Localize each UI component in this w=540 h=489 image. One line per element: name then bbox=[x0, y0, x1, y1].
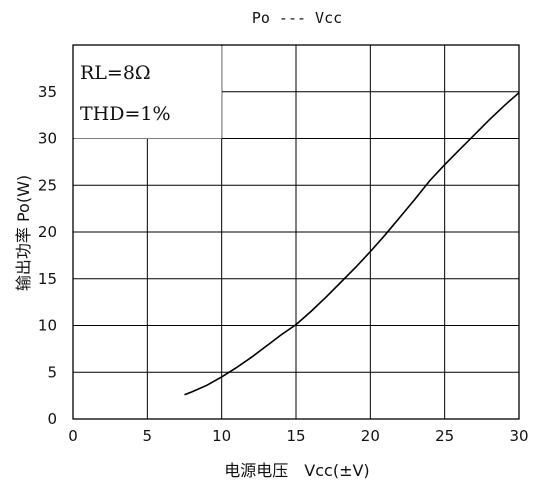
annotation-box bbox=[74, 46, 222, 139]
x-tick-label: 30 bbox=[509, 427, 528, 445]
x-tick-label: 15 bbox=[286, 427, 305, 445]
plot-border bbox=[72, 44, 520, 420]
x-tick-label: 10 bbox=[212, 427, 231, 445]
x-tick-label: 20 bbox=[361, 427, 380, 445]
y-tick-label: 10 bbox=[38, 317, 57, 335]
y-tick-label: 0 bbox=[47, 410, 57, 428]
x-axis-label: 电源电压 Vcc(±V) bbox=[224, 461, 369, 480]
y-tick-label: 30 bbox=[38, 130, 57, 148]
annotation-thd: THD=1% bbox=[80, 103, 171, 125]
y-tick-label: 5 bbox=[47, 363, 57, 381]
annotation-rl: RL=8Ω bbox=[80, 62, 151, 84]
y-tick-label: 25 bbox=[38, 176, 57, 194]
y-tick-label: 20 bbox=[38, 223, 57, 241]
x-tick-label: 0 bbox=[68, 427, 78, 445]
y-tick-label: 35 bbox=[38, 83, 57, 101]
y-tick-label: 15 bbox=[38, 270, 57, 288]
series-line bbox=[184, 92, 520, 396]
tick-labels: 0 5 10 15 20 25 30 0 5 10 15 20 25 30 35 bbox=[38, 83, 529, 445]
x-tick-label: 5 bbox=[143, 427, 153, 445]
y-axis-label: 输出功率 Po(W) bbox=[14, 175, 33, 291]
chart-title: Po --- Vcc bbox=[252, 9, 342, 27]
x-tick-label: 25 bbox=[435, 427, 454, 445]
